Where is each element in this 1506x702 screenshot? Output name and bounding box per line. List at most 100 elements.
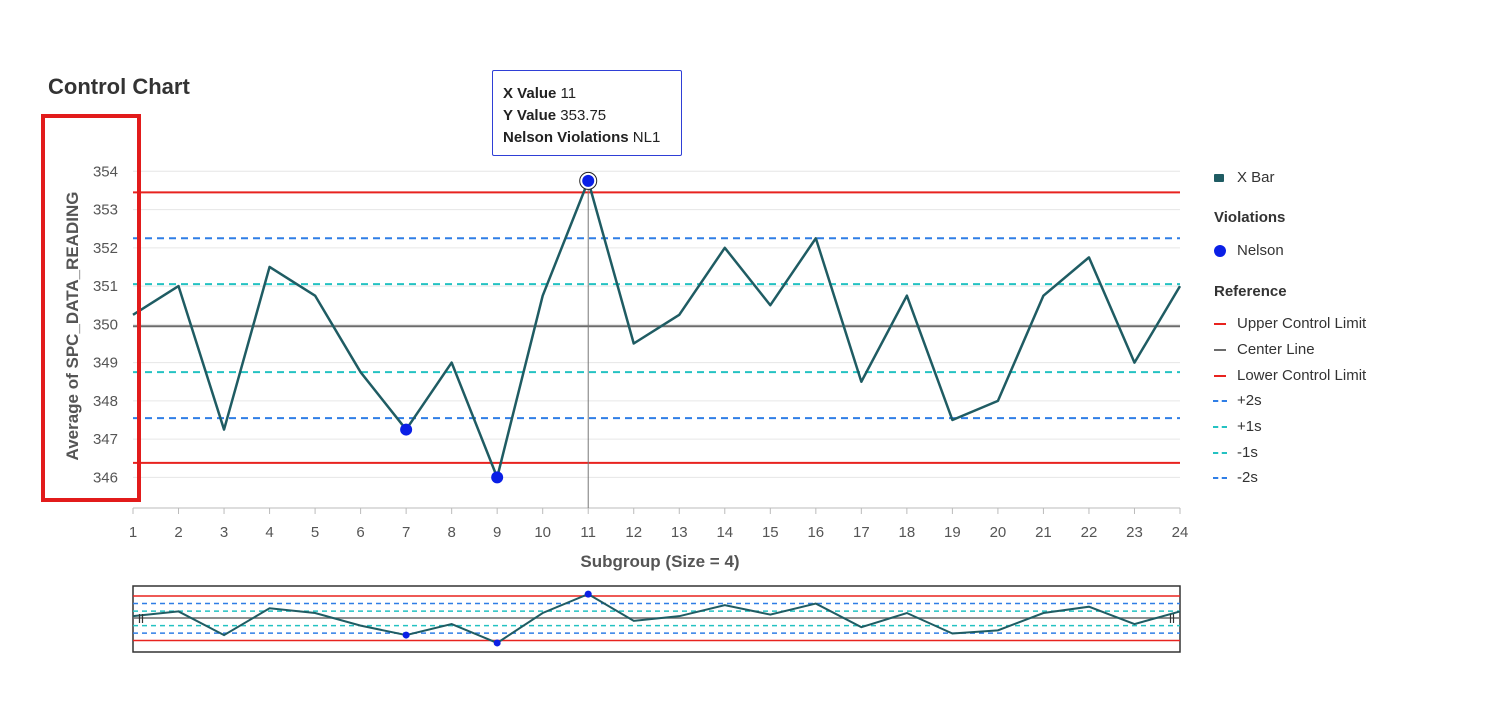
x-tick-label: 9 [493,524,501,541]
lcl-line-icon [1214,375,1226,377]
plus-1s-dash-icon [1213,426,1227,428]
navigator-violation-point [493,639,501,647]
xbar-point [313,294,317,298]
legend-label: +1s [1237,418,1262,435]
xbar-point [359,370,363,374]
legend-label: Nelson [1237,242,1284,259]
ucl-line-icon [1214,323,1226,325]
xbar-point [1087,255,1091,259]
x-tick-label: 11 [580,524,596,541]
y-tick-label: 347 [93,431,118,448]
xbar-point [222,428,226,432]
xbar-point [450,361,454,365]
xbar-point [632,341,636,345]
legend-label: X Bar [1237,169,1275,186]
y-tick-label: 346 [93,469,118,486]
tooltip-x-label: X Value [503,85,557,102]
tooltip-violation-label: Nelson Violations [503,129,629,146]
xbar-line [132,179,1182,479]
xbar-swatch-icon [1214,174,1224,182]
x-tick-label: 10 [534,524,551,541]
legend-label: Lower Control Limit [1237,367,1367,384]
legend-label: Upper Control Limit [1237,315,1367,332]
minus-1s-dash-icon [1213,452,1227,454]
x-tick-label: 21 [1035,524,1052,541]
tooltip-x-value: 11 [560,85,577,102]
xbar-point [1178,284,1182,288]
xbar-point [905,294,909,298]
x-tick-label: 17 [853,524,870,541]
x-tick-label: 16 [807,524,824,541]
xbar-point [768,303,772,307]
range-navigator[interactable] [132,585,1181,653]
x-tick-label: 2 [174,524,182,541]
x-tick-label: 20 [990,524,1007,541]
x-tick-label: 13 [671,524,688,541]
xbar-point [268,265,272,269]
xbar-point [723,246,727,250]
xbar-point [1041,294,1045,298]
x-tick-label: 19 [944,524,961,541]
x-tick-label: 18 [899,524,916,541]
x-tick-label: 14 [716,524,733,541]
y-tick-label: 349 [93,355,118,372]
y-axis-title: Average of SPC_DATA_READING [63,192,82,461]
x-tick-label: 8 [447,524,455,541]
tooltip-violation-value: NL1 [632,129,661,146]
nelson-dot-icon [1214,245,1226,257]
y-tick-label: 350 [93,316,118,333]
tooltip-y-value: 353.75 [560,107,607,124]
navigator-right-handle[interactable] [1169,614,1175,623]
violation-point [491,471,504,484]
reference-lines [133,191,1180,464]
y-tick-label: 354 [93,163,118,180]
xbar-point [996,399,1000,403]
x-tick-label: 1 [129,524,137,541]
xbar-point [859,380,863,384]
x-tick-label: 7 [402,524,410,541]
navigator-violation-point [402,631,410,639]
xbar-point [541,294,545,298]
x-tick-label: 24 [1172,524,1189,541]
x-tick-label: 23 [1126,524,1143,541]
xbar-series[interactable] [131,179,1182,480]
data-tooltip: X Value 11 Y Value 353.75 Nelson Violati… [492,70,682,156]
legend-heading-violations: Violations [1214,209,1286,226]
legend-label: Center Line [1237,341,1315,358]
navigator-series-line [132,592,1181,645]
x-tick-label: 3 [220,524,228,541]
chart-title: Control Chart [48,74,190,99]
x-axis-title: Subgroup (Size = 4) [580,552,739,571]
y-tick-label: 351 [93,278,118,295]
legend-heading-reference: Reference [1214,283,1287,300]
legend-label: -2s [1237,469,1258,486]
x-tick-label: 6 [356,524,364,541]
x-tick-label: 4 [265,524,273,541]
legend-label: -1s [1237,444,1258,461]
x-tick-label: 5 [311,524,319,541]
violation-point [400,423,413,436]
violation-points[interactable] [400,171,598,484]
y-tick-label: 352 [93,240,118,257]
minus-2s-dash-icon [1213,477,1227,479]
legend-label: +2s [1237,392,1262,409]
xbar-point [177,284,181,288]
xbar-point [950,418,954,422]
x-tick-label: 15 [762,524,779,541]
y-axis-highlight-box [41,114,141,502]
plus-2s-dash-icon [1213,400,1227,402]
navigator-left-handle[interactable] [138,614,144,623]
xbar-point [677,313,681,317]
xbar-point [814,236,818,240]
grid-lines [133,170,1180,478]
y-tick-label: 348 [93,393,118,410]
tooltip-y-label: Y Value [503,107,557,124]
navigator-violation-point [584,590,592,598]
y-tick-label: 353 [93,202,118,219]
violation-point [582,174,595,187]
center-line-icon [1214,349,1226,351]
x-tick-label: 22 [1081,524,1098,541]
xbar-point [1132,361,1136,365]
